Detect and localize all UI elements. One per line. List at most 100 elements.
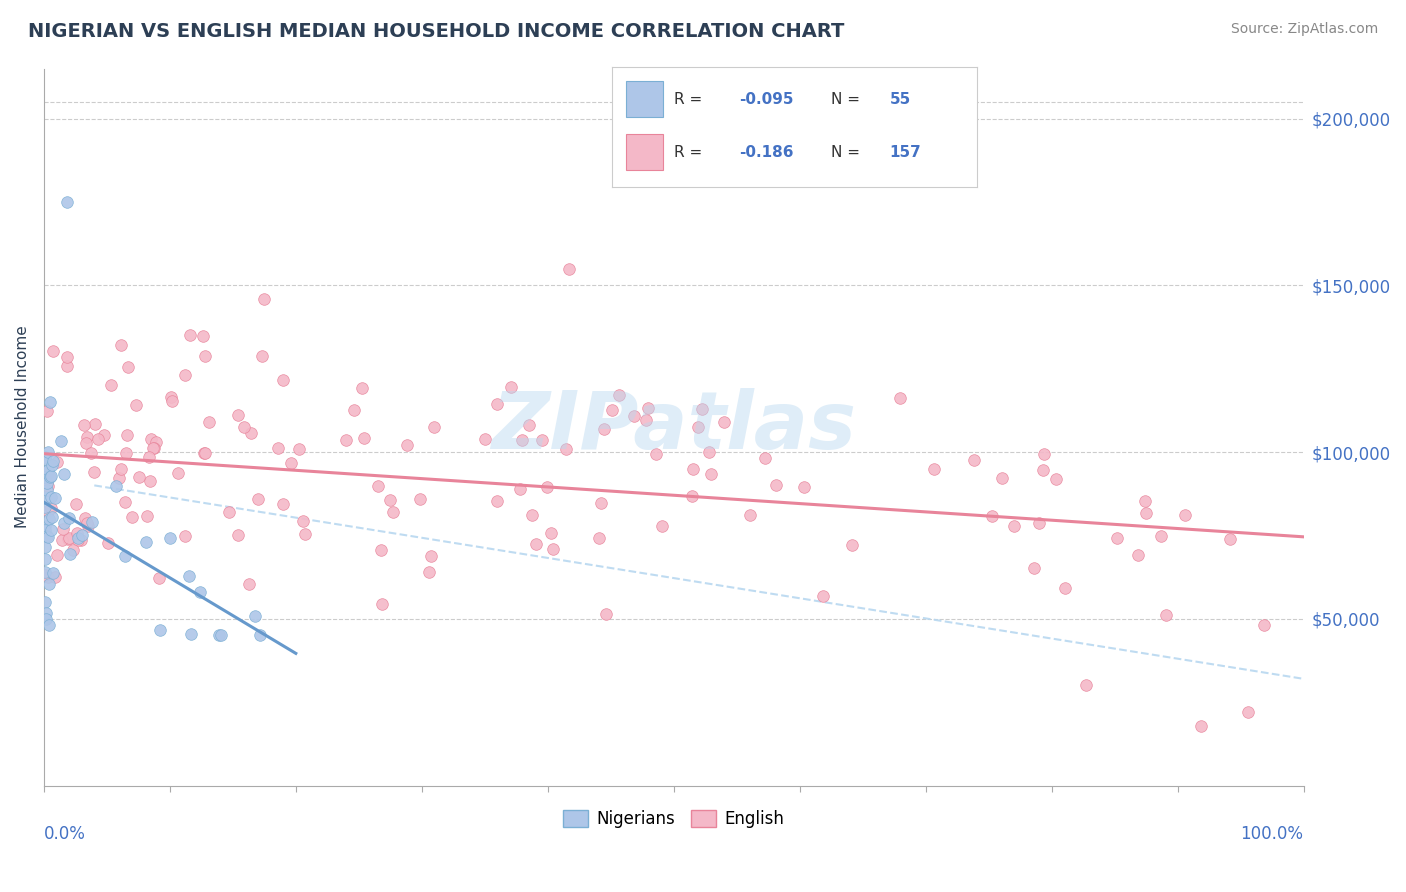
Point [543,541,565,556]
Point [34,568,56,582]
Point [108,471,131,485]
Point [41,458,63,472]
Point [889,391,911,405]
Point [1105,531,1128,545]
Point [243,608,266,623]
Point [39,395,62,409]
Point [697,445,720,459]
Point [1074,678,1097,692]
Point [294,527,316,541]
Point [686,419,709,434]
Point [75,436,97,450]
Point [690,401,713,416]
Point [249,628,271,642]
Point [558,261,581,276]
Point [66,526,89,541]
Point [623,409,645,423]
Point [238,577,260,591]
Point [524,536,547,550]
Point [287,442,309,456]
Point [142,442,165,456]
Point [76,519,98,533]
Point [42,453,65,467]
Point [1191,718,1213,732]
Point [35,612,58,626]
Point [540,526,562,541]
Point [35,404,58,418]
Point [191,328,214,343]
Point [173,529,195,543]
Point [125,398,148,412]
Point [253,292,276,306]
Point [509,482,531,496]
Point [34,491,56,506]
Point [128,470,150,484]
Point [644,447,666,461]
Point [174,368,197,382]
Point [531,434,554,448]
Point [595,607,617,621]
Text: N =: N = [831,92,865,107]
Point [69,533,91,547]
Point [713,415,735,429]
Point [1028,516,1050,530]
Point [37,530,59,544]
Point [247,491,270,506]
Point [93,428,115,442]
Point [39,500,62,515]
Point [271,373,294,387]
Point [34,451,56,466]
Point [58,531,80,545]
Point [115,446,138,460]
Point [34,595,56,609]
Point [335,434,357,448]
Point [519,418,541,433]
Point [197,416,219,430]
Point [65,497,87,511]
Point [194,349,217,363]
Point [226,409,249,423]
Point [250,349,273,363]
Point [38,512,60,526]
Point [53,516,76,530]
Point [396,438,419,452]
Point [1053,581,1076,595]
Point [1154,607,1177,622]
Point [179,569,201,583]
Point [138,475,160,489]
Point [149,624,172,638]
Point [121,510,143,524]
Point [811,590,834,604]
Point [422,420,444,434]
Point [607,388,630,402]
Point [1032,463,1054,477]
Point [160,393,183,408]
Point [280,456,302,470]
Point [117,428,139,442]
Point [754,451,776,466]
Point [485,494,508,508]
Point [1237,705,1260,719]
Point [135,535,157,549]
Point [180,627,202,641]
Point [55,194,77,209]
Text: -0.095: -0.095 [740,92,794,107]
Point [34,552,56,566]
Point [41,510,63,524]
Point [980,509,1002,524]
Point [218,505,240,519]
Text: N =: N = [831,145,865,160]
Point [793,480,815,494]
Point [209,628,232,642]
Point [651,519,673,533]
Point [100,378,122,392]
Point [179,328,201,343]
Point [39,490,62,504]
Point [114,549,136,563]
Point [35,483,58,497]
Point [409,492,432,507]
Point [37,467,59,481]
Point [34,519,56,533]
Point [37,570,59,584]
Point [80,445,103,459]
